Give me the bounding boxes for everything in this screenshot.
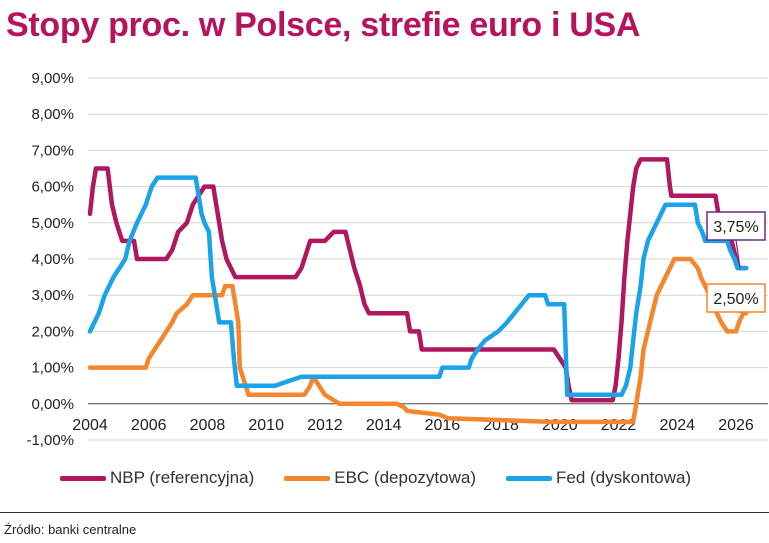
series-line-nbp [87, 157, 748, 403]
y-axis-tick-labels: -1,00% 0,00% 1,00% 2,00% 3,00% 4,00% 5,00% 6,00… [26, 70, 74, 449]
y-tick-label: 3,00% [31, 287, 74, 304]
y-tick-label: 5,00% [31, 215, 74, 232]
x-tick-label: 2010 [248, 417, 284, 434]
y-tick-label: 2,00% [31, 323, 74, 340]
annotation-label: 3,75% [713, 219, 758, 236]
legend-label-nbp: NBP (referencyjna) [110, 468, 255, 487]
x-tick-label: 2024 [659, 417, 695, 434]
legend-label-fed: Fed (dyskontowa) [555, 468, 692, 487]
y-tick-label: 9,00% [31, 70, 74, 87]
value-annotations: 3,75% 2,50% [706, 211, 766, 314]
x-tick-label: 2014 [366, 417, 402, 434]
annotation-box [706, 283, 766, 313]
annotation-box [706, 211, 766, 241]
y-tick-label: -1,00% [26, 432, 74, 449]
legend-item-nbp: NBP (referencyjna) [60, 468, 254, 488]
y-tick-label: 1,00% [31, 360, 74, 377]
gridlines [88, 77, 768, 441]
source-note: Źródło: banki centralne [4, 522, 137, 537]
x-tick-label: 2016 [425, 417, 461, 434]
series-line-fed [87, 175, 749, 398]
x-tick-label: 2004 [72, 417, 108, 434]
x-tick-label: 2006 [131, 417, 167, 434]
line-chart: -1,00% 0,00% 1,00% 2,00% 3,00% 4,00% 5,00% 6,00… [26, 70, 768, 449]
legend-swatch-fed [505, 475, 552, 481]
legend-label-ebc: EBC (depozytowa) [334, 468, 476, 487]
annotation-leader-line [735, 239, 741, 269]
y-tick-label: 7,00% [31, 142, 74, 159]
legend-swatch-nbp [60, 475, 106, 481]
x-tick-label: 2020 [542, 417, 578, 434]
y-tick-label: 8,00% [31, 106, 74, 123]
legend-swatch-ebc [284, 475, 331, 481]
x-tick-label: 2008 [190, 417, 226, 434]
legend-item-ebc: EBC (depozytowa) [284, 468, 476, 488]
series-line-ebc [87, 256, 749, 425]
legend: NBP (referencyjna) EBC (depozytowa) Fed … [60, 468, 721, 488]
y-tick-label: 6,00% [31, 179, 74, 196]
x-tick-label: 2026 [718, 417, 754, 434]
annotation-label: 2,50% [713, 291, 758, 308]
annotation-nbp: 3,75% [706, 211, 766, 269]
x-tick-label: 2012 [307, 417, 343, 434]
y-tick-label: 4,00% [31, 251, 74, 268]
series-lines [87, 157, 749, 425]
chart-title: Stopy proc. w Polsce, strefie euro i USA [6, 6, 641, 44]
y-tick-label: 0,00% [31, 396, 74, 413]
x-tick-label: 2022 [601, 417, 637, 434]
legend-item-fed: Fed (dyskontowa) [505, 468, 692, 488]
annotation-ebc: 2,50% [706, 283, 766, 314]
x-axis-tick-labels: 2004 2006 2008 2010 2012 2014 2016 2018 2020 2022… [72, 417, 754, 434]
footer-divider [0, 512, 769, 513]
